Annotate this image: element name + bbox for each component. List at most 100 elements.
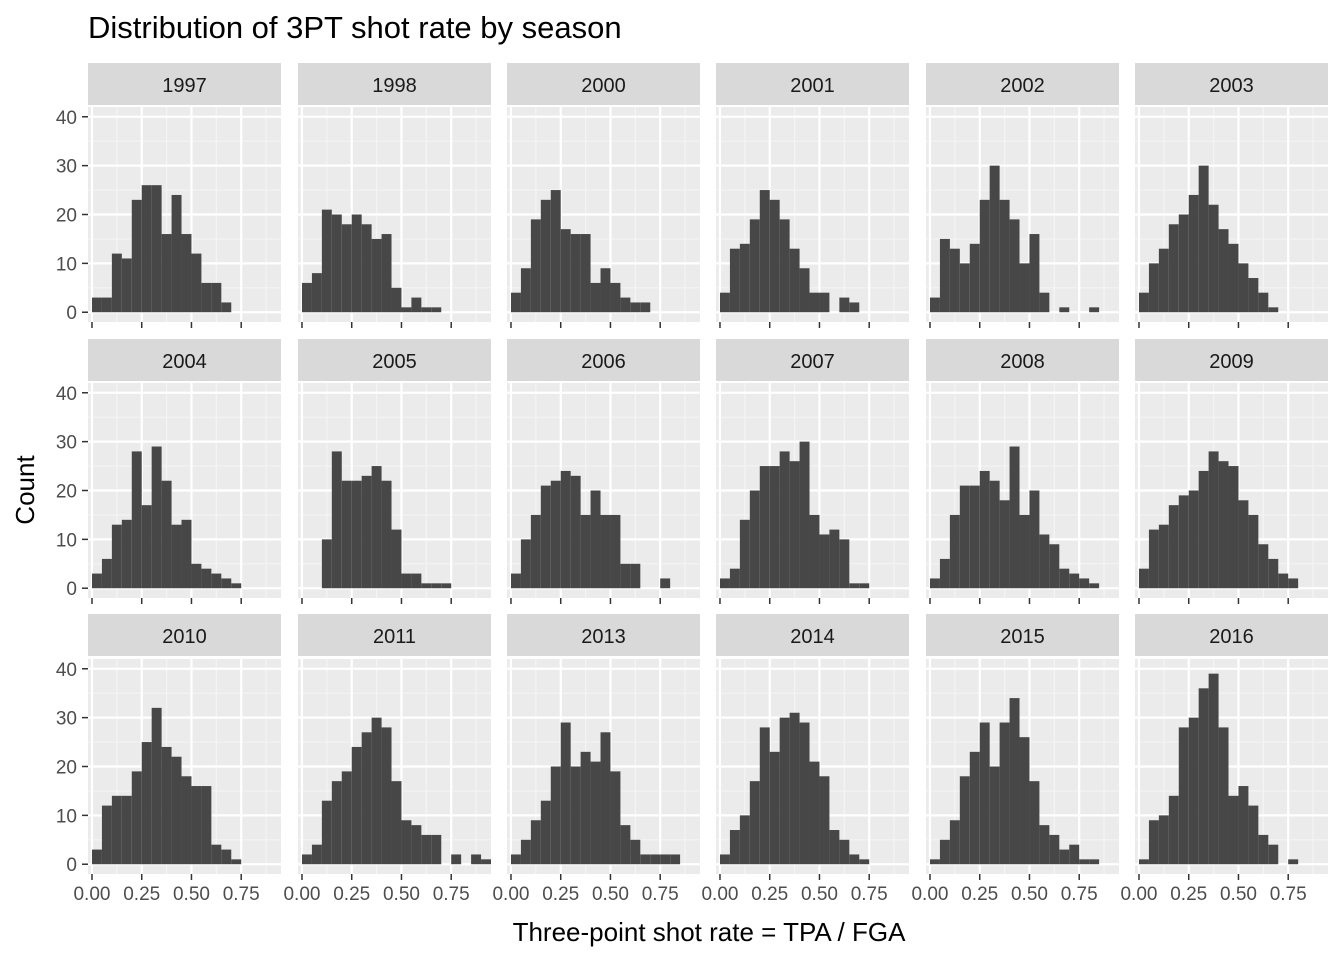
facet-panel-2011: 2011 0.00 0.25 0.50 0.75 [283, 614, 491, 905]
histogram-bar [161, 480, 172, 589]
histogram-bar [421, 307, 432, 313]
histogram-bar [111, 524, 122, 589]
histogram-bar [451, 854, 462, 865]
x-tick-label: 0.75 [1270, 884, 1307, 905]
histogram-bar [1218, 461, 1229, 589]
histogram-bar [799, 722, 810, 865]
facet-strip-label: 2010 [162, 626, 207, 648]
facet-strip [926, 614, 1119, 656]
histogram-bar [161, 746, 172, 865]
histogram-bar [1188, 717, 1199, 865]
facet-strip-label: 2007 [790, 351, 835, 373]
histogram-bar [530, 514, 541, 589]
histogram-bar [1158, 815, 1169, 865]
x-tick-label: 0.75 [1061, 884, 1098, 905]
histogram-bar [939, 238, 950, 313]
histogram-bar [1079, 578, 1090, 589]
histogram-bar [630, 302, 641, 313]
facet-strip-label: 2005 [372, 351, 417, 373]
histogram-bar [839, 839, 850, 865]
histogram-bar [1178, 495, 1189, 589]
histogram-bar [979, 199, 990, 313]
histogram-bar [620, 563, 631, 589]
histogram-bar [849, 583, 860, 589]
x-tick-label: 0.75 [433, 884, 470, 905]
histogram-bar [1198, 165, 1209, 313]
histogram-bar [221, 849, 232, 865]
histogram-bar [979, 470, 990, 589]
histogram-bar [1228, 243, 1239, 313]
histogram-bar [121, 258, 132, 313]
histogram-bar [1069, 573, 1080, 589]
x-tick-label: 0.00 [911, 884, 948, 905]
histogram-bar [580, 514, 591, 589]
histogram-bar [540, 485, 551, 589]
histogram-bar [859, 583, 870, 589]
histogram-bar [1009, 219, 1020, 313]
histogram-bar [1268, 558, 1279, 589]
histogram-bar [1019, 263, 1030, 313]
histogram-bar [570, 766, 581, 865]
histogram-bar [421, 834, 432, 865]
histogram-bar [969, 751, 980, 865]
histogram-bar [371, 238, 382, 313]
x-axis-title: Three-point shot rate = TPA / FGA [513, 917, 906, 947]
histogram-bar [510, 292, 521, 313]
histogram-bar [171, 194, 182, 313]
histogram-bar [301, 854, 312, 865]
histogram-bar [1039, 825, 1050, 865]
histogram-bar [231, 583, 242, 589]
histogram-bar [191, 786, 202, 865]
facet-strip-label: 2003 [1209, 75, 1254, 97]
y-tick-label: 30 [56, 709, 77, 730]
histogram-bar [630, 563, 641, 589]
histogram-bar [1178, 214, 1189, 313]
histogram-bar [321, 209, 332, 313]
facet-strip [298, 63, 491, 105]
histogram-bar [1148, 820, 1159, 865]
histogram-bar [411, 297, 422, 313]
x-tick-label: 0.25 [1170, 884, 1207, 905]
histogram-bar [381, 234, 392, 313]
x-tick-label: 0.25 [123, 884, 160, 905]
histogram-bar [610, 514, 621, 589]
histogram-bar [1059, 568, 1070, 589]
histogram-bar [1009, 698, 1020, 865]
histogram-bar [510, 573, 521, 589]
facet-panel-2015: 2015 0.00 0.25 0.50 0.75 [911, 614, 1119, 905]
x-tick-label: 0.50 [173, 884, 210, 905]
histogram-bar [211, 282, 222, 313]
facet-strip [716, 63, 909, 105]
facet-strip-label: 2009 [1209, 351, 1254, 373]
histogram-bar [550, 766, 561, 865]
facet-panel-2000: 2000 [507, 63, 700, 328]
histogram-bar [361, 475, 372, 589]
histogram-bar [361, 224, 372, 313]
histogram-bar [650, 854, 661, 865]
histogram-bar [989, 480, 1000, 589]
histogram-bar [301, 282, 312, 313]
histogram-bar [381, 480, 392, 589]
histogram-bar [351, 480, 362, 589]
facet-panel-2008: 2008 [926, 339, 1119, 604]
facet-panel-2005: 2005 [298, 339, 491, 604]
histogram-bar [1198, 688, 1209, 865]
histogram-bar [1138, 292, 1149, 313]
histogram-bar [151, 446, 162, 589]
histogram-bar [929, 578, 940, 589]
histogram-bar [1089, 583, 1100, 589]
histogram-bar [590, 282, 601, 313]
x-tick-label: 0.25 [333, 884, 370, 905]
histogram-bar [381, 727, 392, 865]
histogram-bar [739, 815, 750, 865]
histogram-bar [351, 214, 362, 313]
histogram-bar [570, 234, 581, 313]
histogram-bar [550, 190, 561, 313]
histogram-bar [1188, 194, 1199, 313]
facet-panel-2009: 2009 [1135, 339, 1328, 604]
histogram-bar [749, 781, 760, 865]
histogram-bar [719, 854, 730, 865]
histogram-bar [1059, 307, 1070, 313]
histogram-bar [600, 732, 611, 865]
